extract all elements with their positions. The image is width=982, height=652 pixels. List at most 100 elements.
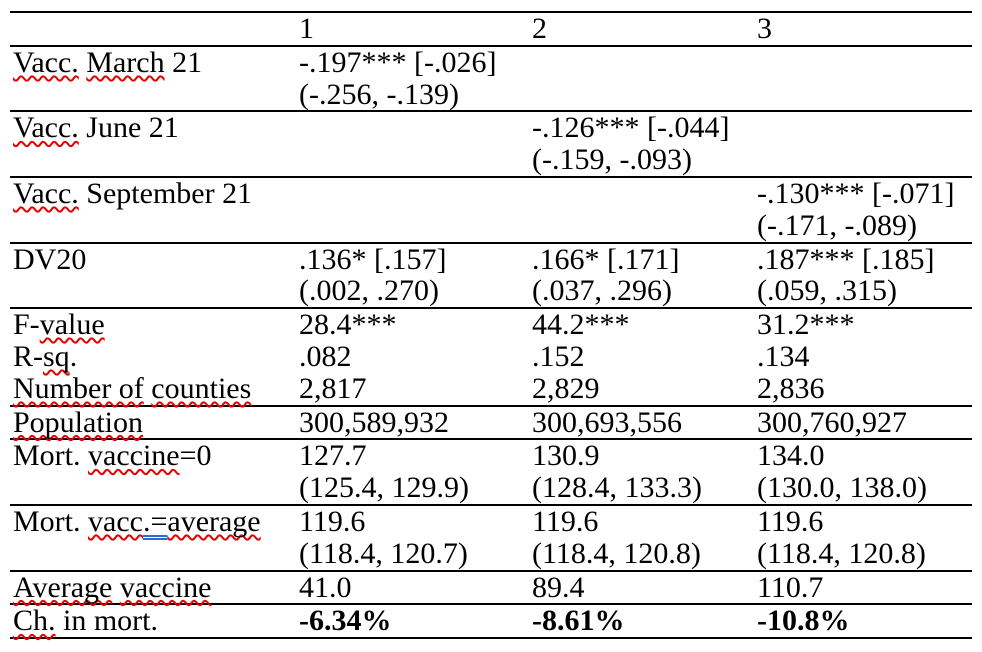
label-text: F- [13, 308, 40, 342]
cell-value: 41.0 [299, 570, 352, 604]
cell-confidence-interval: (-.159, -.093) [532, 143, 692, 177]
cell-value: -6.34% [299, 604, 392, 638]
row-label: F-value [10, 308, 296, 341]
table-row: Ch. in mort. -6.34% -8.61% -10.8% [10, 604, 972, 640]
table-cell [754, 111, 972, 178]
table-cell: 300,589,932 [296, 405, 529, 441]
misspelled-word: March [86, 45, 165, 79]
table-row: Average vaccine 41.0 89.4 110.7 [10, 570, 972, 606]
label-text: 21 [164, 45, 203, 79]
label-text: June 21 [78, 111, 179, 145]
table-cell: 31.2*** [754, 308, 972, 341]
cell-value: 2,817 [299, 371, 367, 405]
table-cell: 2,836 [754, 371, 972, 407]
label-text: Mort. [13, 439, 88, 473]
table-cell: -.130*** [-.071] (-.171, -.089) [754, 176, 972, 244]
table-cell [529, 45, 754, 113]
cell-confidence-interval: (-.256, -.139) [299, 77, 459, 111]
cell-value: 2,829 [532, 371, 600, 405]
cell-confidence-interval: (118.4, 120.8) [757, 536, 926, 570]
cell-value: .134 [757, 339, 810, 373]
grammar-issue: .= [142, 504, 168, 538]
cell-value: .187*** [.185] [757, 242, 935, 276]
cell-value: 119.6 [532, 504, 599, 538]
cell-confidence-interval: (-.171, -.089) [757, 208, 917, 242]
table-cell: -6.34% [296, 604, 529, 640]
label-text: in mort. [55, 604, 159, 638]
cell-value: -.130*** [-.071] [757, 176, 955, 210]
cell-value: 300,693,556 [532, 405, 682, 439]
table-row: Mort. vacc.=average 119.6 (118.4, 120.7) 11… [10, 504, 972, 572]
cell-confidence-interval: (118.4, 120.7) [299, 536, 468, 570]
misspelled-word: Number of [13, 371, 144, 405]
cell-value: .166* [.171] [532, 242, 680, 276]
column-header-1: 1 [296, 12, 529, 47]
misspelled-word: Vacc. [13, 45, 79, 79]
table-row: Vacc. June 21 -.126*** [-.044] (-.159, -.0… [10, 111, 972, 178]
label-text: R- [13, 339, 43, 373]
table-cell: .136* [.157] (.002, .270) [296, 242, 529, 310]
cell-value: 110.7 [757, 570, 824, 604]
cell-confidence-interval: (.059, .315) [757, 274, 897, 308]
row-label: Average vaccine [10, 570, 296, 606]
cell-confidence-interval: (128.4, 133.3) [532, 471, 702, 505]
table-cell: 2,829 [529, 371, 754, 407]
cell-value: -.126*** [-.044] [532, 111, 730, 145]
row-label: DV20 [10, 242, 296, 310]
misspelled-word: Vacc. [13, 176, 79, 210]
cell-value: 44.2*** [532, 308, 630, 342]
cell-confidence-interval: (118.4, 120.8) [532, 536, 701, 570]
row-label: Mort. vaccine=0 [10, 439, 296, 506]
label-text: . [69, 339, 78, 373]
table-row: R-sq. .082 .152 .134 [10, 341, 972, 373]
cell-value: 119.6 [299, 504, 366, 538]
misspelled-word: Ch. [13, 604, 56, 638]
row-label: Number of counties [10, 371, 296, 407]
row-label: R-sq. [10, 341, 296, 373]
misspelled-word: counties [151, 371, 252, 405]
misspelled-word: Average [13, 570, 113, 604]
cell-value: 127.7 [299, 439, 367, 473]
cell-confidence-interval: (130.0, 138.0) [757, 471, 927, 505]
table-cell: -.126*** [-.044] (-.159, -.093) [529, 111, 754, 178]
table-cell: 119.6 (118.4, 120.8) [529, 504, 754, 572]
table-cell: 127.7 (125.4, 129.9) [296, 439, 529, 506]
table-cell: 300,760,927 [754, 405, 972, 441]
cell-value: 31.2*** [757, 308, 855, 342]
table-cell [296, 176, 529, 244]
table-cell: .152 [529, 341, 754, 373]
table-row: F-value 28.4*** 44.2*** 31.2*** [10, 308, 972, 341]
cell-value: 130.9 [532, 439, 600, 473]
label-text: September 21 [78, 176, 253, 210]
cell-value: -.197*** [-.026] [299, 45, 497, 79]
misspelled-word: vaccine [119, 570, 212, 604]
table-cell: -10.8% [754, 604, 972, 640]
cell-value: 134.0 [757, 439, 825, 473]
cell-value: .152 [532, 339, 585, 373]
cell-value: 89.4 [532, 570, 585, 604]
corner-cell [10, 12, 296, 47]
table-cell: .187*** [.185] (.059, .315) [754, 242, 972, 310]
cell-value: 2,836 [757, 371, 825, 405]
table-cell [296, 111, 529, 178]
table-row: Number of counties 2,817 2,829 2,836 [10, 371, 972, 407]
table-cell: 130.9 (128.4, 133.3) [529, 439, 754, 506]
table-cell: 2,817 [296, 371, 529, 407]
cell-value: -10.8% [757, 604, 850, 638]
table-cell: 134.0 (130.0, 138.0) [754, 439, 972, 506]
table-cell: 28.4*** [296, 308, 529, 341]
table-cell: 110.7 [754, 570, 972, 606]
table-cell [529, 176, 754, 244]
cell-value: -8.61% [532, 604, 625, 638]
row-label: Ch. in mort. [10, 604, 296, 640]
table-cell: -.197*** [-.026] (-.256, -.139) [296, 45, 529, 113]
table-row: Vacc. March 21 -.197*** [-.026] (-.256, -.… [10, 45, 972, 113]
row-label: Vacc. September 21 [10, 176, 296, 244]
table-cell: 89.4 [529, 570, 754, 606]
table-cell: .134 [754, 341, 972, 373]
row-label: Population [10, 405, 296, 441]
cell-value: .082 [299, 339, 352, 373]
